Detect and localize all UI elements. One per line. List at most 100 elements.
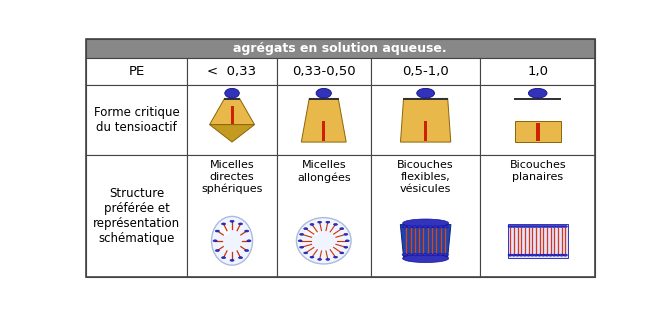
Ellipse shape	[212, 216, 252, 265]
Text: 0,5-1,0: 0,5-1,0	[402, 65, 449, 78]
Circle shape	[544, 254, 549, 256]
Circle shape	[412, 226, 417, 228]
Text: Structure
préférée et
représentation
schématique: Structure préférée et représentation sch…	[93, 187, 180, 245]
Bar	[322, 121, 325, 141]
Circle shape	[423, 254, 428, 256]
Bar	[187, 85, 277, 156]
Ellipse shape	[529, 88, 547, 98]
Bar	[277, 156, 371, 277]
Circle shape	[244, 249, 249, 252]
Circle shape	[530, 254, 535, 256]
Circle shape	[523, 225, 527, 228]
Circle shape	[548, 225, 552, 228]
Circle shape	[402, 254, 407, 256]
Polygon shape	[210, 98, 254, 125]
Bar	[86, 39, 595, 58]
Circle shape	[215, 249, 219, 252]
Ellipse shape	[417, 88, 434, 98]
Ellipse shape	[225, 88, 239, 98]
Circle shape	[317, 221, 321, 223]
Bar	[403, 98, 448, 100]
Bar	[187, 58, 277, 85]
Bar	[224, 98, 240, 100]
Circle shape	[559, 225, 564, 228]
Circle shape	[303, 252, 307, 254]
Text: 1,0: 1,0	[527, 65, 548, 78]
Circle shape	[222, 223, 226, 225]
Text: 0,33-0,50: 0,33-0,50	[292, 65, 355, 78]
Circle shape	[544, 225, 549, 228]
Bar	[480, 85, 595, 156]
Circle shape	[310, 223, 314, 225]
Circle shape	[552, 254, 556, 256]
Circle shape	[244, 230, 249, 232]
Bar	[86, 156, 187, 277]
Circle shape	[527, 225, 531, 228]
Circle shape	[428, 226, 433, 228]
Circle shape	[537, 225, 542, 228]
Ellipse shape	[402, 254, 449, 263]
Text: PE: PE	[128, 65, 145, 78]
Circle shape	[444, 254, 448, 256]
Circle shape	[310, 256, 314, 258]
Circle shape	[438, 226, 443, 228]
Bar	[515, 121, 561, 142]
Circle shape	[515, 225, 520, 228]
Bar	[508, 224, 568, 258]
Circle shape	[333, 256, 337, 258]
Circle shape	[541, 254, 545, 256]
Polygon shape	[210, 125, 254, 142]
Circle shape	[326, 221, 330, 223]
Circle shape	[534, 254, 538, 256]
Bar	[277, 58, 371, 85]
Polygon shape	[400, 224, 451, 257]
Circle shape	[433, 226, 438, 228]
Circle shape	[559, 254, 564, 256]
Circle shape	[523, 254, 527, 256]
Bar	[309, 98, 339, 100]
Text: agrégats en solution aqueuse.: agrégats en solution aqueuse.	[234, 42, 447, 55]
Circle shape	[556, 225, 560, 228]
Text: <  0,33: < 0,33	[207, 65, 256, 78]
Circle shape	[438, 254, 443, 256]
Ellipse shape	[296, 218, 351, 264]
Circle shape	[552, 225, 556, 228]
Bar	[536, 123, 540, 141]
Circle shape	[303, 228, 307, 229]
Bar	[277, 85, 371, 156]
Circle shape	[340, 252, 344, 254]
Circle shape	[299, 246, 303, 248]
Bar	[480, 58, 595, 85]
Ellipse shape	[316, 88, 331, 98]
Bar	[86, 58, 187, 85]
Circle shape	[402, 226, 407, 228]
Circle shape	[519, 254, 523, 256]
Circle shape	[215, 230, 219, 232]
Circle shape	[508, 225, 513, 228]
Circle shape	[317, 259, 321, 260]
Circle shape	[407, 254, 412, 256]
Circle shape	[230, 220, 234, 222]
Circle shape	[213, 240, 217, 242]
Circle shape	[541, 225, 545, 228]
Text: Bicouches
flexibles,
vésicules: Bicouches flexibles, vésicules	[397, 160, 454, 193]
Text: Bicouches
planaires: Bicouches planaires	[509, 160, 566, 182]
Circle shape	[508, 254, 513, 256]
Circle shape	[512, 254, 516, 256]
Ellipse shape	[220, 226, 230, 236]
Text: Micelles
directes
sphériques: Micelles directes sphériques	[201, 160, 263, 194]
Circle shape	[247, 240, 251, 242]
Circle shape	[548, 254, 552, 256]
Circle shape	[418, 226, 422, 228]
Bar	[86, 85, 187, 156]
Circle shape	[515, 254, 520, 256]
Circle shape	[563, 254, 568, 256]
Circle shape	[530, 225, 535, 228]
Bar	[230, 106, 234, 124]
Bar	[187, 156, 277, 277]
Polygon shape	[400, 98, 451, 142]
Circle shape	[563, 225, 568, 228]
Circle shape	[534, 225, 538, 228]
Circle shape	[428, 254, 433, 256]
Bar	[424, 121, 428, 141]
